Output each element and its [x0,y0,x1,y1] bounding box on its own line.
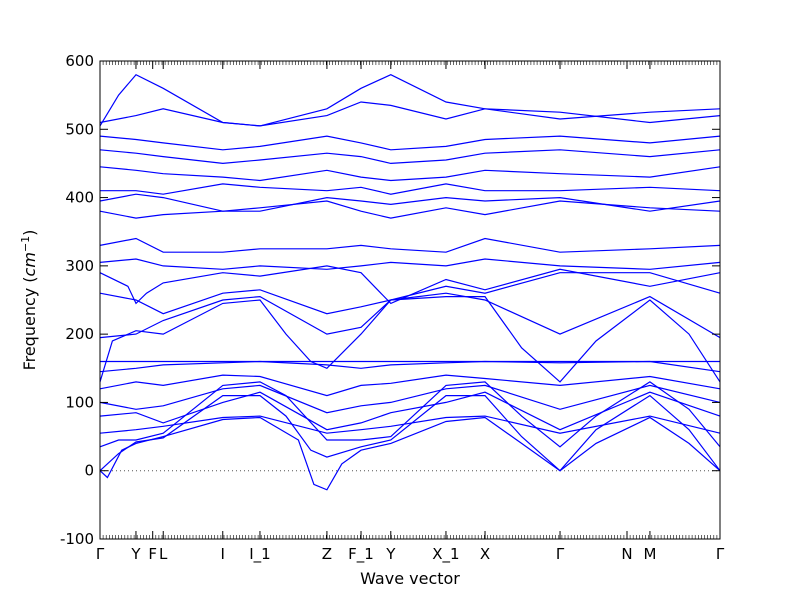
x-tick-label: L [159,545,168,563]
y-tick-label: 300 [65,257,94,275]
x-axis-label: Wave vector [360,569,460,588]
band-line-20 [99,149,721,165]
y-axis-label: Frequency (cm−1) [19,230,40,371]
band-line-8 [99,360,721,373]
y-tick-label: 0 [84,462,94,480]
band-line-22 [99,101,721,127]
x-tick-label: Γ [556,545,565,563]
series-layer [99,73,721,491]
y-tick-label: 200 [65,325,94,343]
band-line-21 [99,135,721,151]
x-tick-label: F [148,545,157,563]
x-tick-label: Z [322,545,332,563]
y-tick-label: -100 [60,530,94,548]
band-line-17 [99,193,721,212]
band-line-7 [99,374,721,397]
x-tick-label: I_1 [249,545,270,564]
band-line-5 [99,391,721,431]
x-tick-label: Y [130,545,141,563]
band-line-23 [99,73,721,127]
x-tick-label: N [621,545,632,563]
band-line-15 [99,237,721,253]
x-tick-label: Y [385,545,396,563]
y-axis-label-paren-open: ( [20,276,39,282]
y-tick-label: 600 [65,52,94,70]
plot-background [100,61,720,539]
y-axis-label-text: Frequency [20,288,39,371]
y-tick-label: 400 [65,189,94,207]
y-axis-label-unit: cm [20,252,39,276]
y-axis-label-paren-close: ) [20,230,39,236]
y-tick-label: 500 [65,120,94,138]
x-tick-label: M [643,545,656,563]
band-line-14 [99,258,721,270]
x-tick-label: X_1 [432,545,459,564]
band-line-10 [99,296,721,383]
x-tick-label: Γ [96,545,105,563]
minor-tick-layer [99,61,721,539]
band-line-12 [99,272,721,315]
band-line-16 [99,200,721,219]
x-tick-label: X [480,545,490,563]
band-line-4 [99,415,721,434]
x-tick-label: Γ [716,545,725,563]
y-axis-label-unit-exp: −1 [19,236,32,252]
band-line-18 [100,183,721,195]
band-line-2 [99,394,721,472]
plot-area [100,61,720,539]
band-line-13 [99,265,721,305]
y-tick-label: 100 [65,393,94,411]
plot-frame [99,60,721,540]
band-line-11 [99,292,721,339]
x-tick-label: F_1 [348,545,374,564]
x-tick-label: I [221,545,225,563]
band-line-6 [99,384,721,414]
band-line-19 [99,166,721,182]
